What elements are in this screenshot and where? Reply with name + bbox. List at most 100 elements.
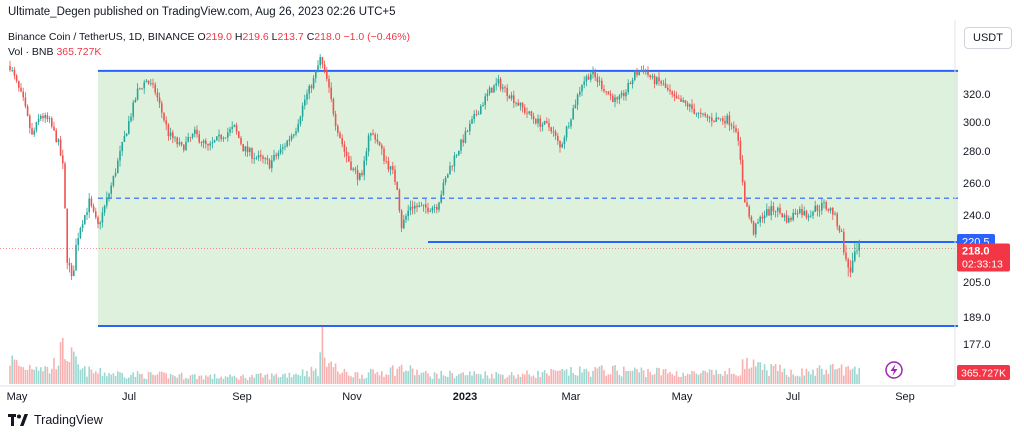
volume-bar: [416, 369, 418, 384]
volume-bar: [315, 368, 317, 384]
candle-body: [796, 213, 799, 215]
candle-body: [818, 210, 821, 212]
candle-body: [103, 205, 106, 213]
candle-body: [629, 82, 632, 85]
candle-body: [409, 206, 412, 211]
time-axis[interactable]: May Jul Sep Nov 2023 Mar May Jul Sep: [7, 391, 915, 403]
volume-bar: [774, 363, 777, 384]
symbol-legend[interactable]: Binance Coin / TetherUS, 1D, BINANCE O21…: [8, 31, 410, 43]
volume-bar: [262, 377, 264, 384]
volume-bar: [295, 373, 297, 384]
volume-bar: [532, 375, 535, 384]
volume-bar: [691, 371, 693, 384]
candle-body: [229, 128, 231, 133]
candle-body: [810, 215, 812, 217]
volume-bar: [783, 368, 786, 384]
flash-icon[interactable]: [885, 361, 903, 379]
candle-body: [785, 215, 788, 223]
candle-body: [733, 126, 735, 129]
candle-body: [691, 104, 693, 109]
volume-bar: [304, 376, 306, 384]
candle-body: [462, 139, 464, 143]
candle-body: [35, 122, 38, 131]
volume-bar: [772, 365, 775, 384]
volume-bar: [18, 365, 20, 384]
horizontal-levels[interactable]: [0, 69, 958, 327]
candle-body: [200, 142, 203, 144]
volume-bar: [238, 379, 240, 384]
volume-bar: [480, 374, 482, 384]
candle-body: [378, 141, 381, 146]
volume-bar: [702, 370, 704, 384]
candle-body: [838, 226, 841, 232]
symbol-title[interactable]: Binance Coin / TetherUS, 1D, BINANCE: [8, 31, 195, 43]
candle-body: [759, 216, 761, 223]
volume-bar: [381, 371, 383, 384]
candle-body: [532, 116, 535, 120]
volume-bar: [29, 365, 31, 384]
candle-body: [418, 205, 420, 208]
volume-bar: [726, 374, 728, 384]
volume-bar: [627, 370, 629, 384]
candle-body: [528, 111, 530, 114]
candle-body: [275, 154, 277, 157]
candle-body: [609, 94, 612, 96]
candle-body: [526, 112, 528, 114]
volume-bar: [433, 372, 436, 384]
volume-bar: [598, 366, 601, 384]
volume-legend[interactable]: Vol · BNB 365.727K: [8, 46, 101, 58]
candle-body: [271, 160, 273, 169]
candle-body: [695, 113, 698, 115]
candle-body: [110, 185, 112, 194]
candle-body: [194, 129, 196, 134]
volume-bar: [334, 363, 337, 384]
candle-body: [803, 211, 805, 216]
candle-body: [493, 85, 495, 93]
volume-bar: [180, 372, 183, 384]
volume-bar: [216, 378, 218, 384]
candle-body: [506, 87, 508, 96]
volume-badge-text: 365.727K: [961, 368, 1006, 380]
candle-body: [24, 97, 27, 107]
candle-body: [684, 100, 687, 104]
volume-bar: [585, 368, 588, 384]
candle-body: [660, 81, 662, 84]
candle-body: [834, 213, 836, 215]
candle-body: [768, 209, 770, 216]
candle-body: [31, 128, 33, 135]
candle-body: [502, 87, 504, 89]
volume-bar: [389, 367, 392, 384]
candle-body: [548, 122, 550, 128]
volume-bar: [638, 372, 640, 384]
currency-button[interactable]: USDT: [964, 27, 1012, 49]
candle-body: [48, 118, 51, 120]
volume-bar: [220, 376, 222, 384]
volume-bar: [620, 376, 623, 384]
candle-body: [636, 71, 638, 75]
candle-body: [26, 106, 29, 116]
candle-body: [750, 216, 753, 222]
candle-body: [106, 197, 108, 206]
candle-body: [543, 121, 546, 125]
volume-bar: [565, 369, 568, 384]
volume-bar: [255, 373, 258, 384]
candle-body: [422, 204, 425, 206]
range-box[interactable]: [98, 70, 958, 327]
tradingview-logo[interactable]: TradingView: [8, 413, 103, 427]
candle-body: [143, 82, 145, 89]
tradingview-brand-text: TradingView: [34, 413, 103, 427]
volume-bar: [645, 377, 647, 384]
volume-bar: [240, 376, 242, 384]
candle-body: [64, 163, 66, 209]
price-axis[interactable]: 320.0 300.0 280.0 260.0 240.0 205.0 189.0 177.0: [963, 89, 991, 351]
candle-body: [330, 87, 332, 99]
candle-body: [370, 133, 372, 136]
volume-bar: [169, 373, 172, 384]
volume-bar: [810, 374, 812, 384]
volume-bar: [601, 365, 603, 384]
candle-body: [669, 89, 671, 92]
volume-bar: [649, 372, 651, 384]
volume-bar: [847, 365, 849, 384]
volume-bar: [301, 369, 304, 384]
